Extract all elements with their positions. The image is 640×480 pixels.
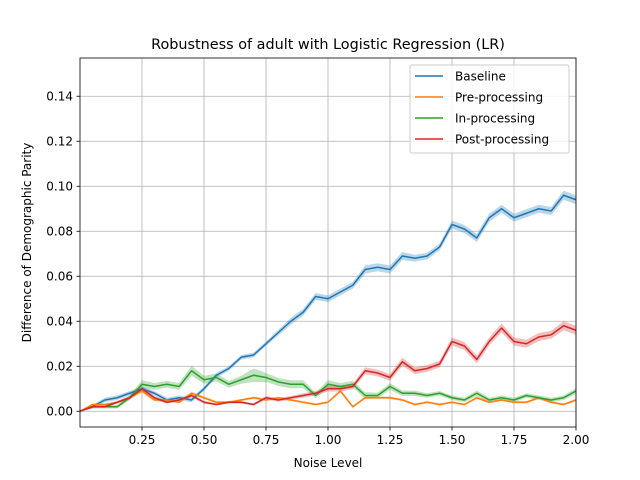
band-post-processing: [80, 321, 576, 412]
y-tick-label: 0.14: [46, 90, 73, 104]
y-tick-label: 0.00: [46, 405, 73, 419]
chart-title: Robustness of adult with Logistic Regres…: [151, 37, 505, 53]
legend-box: [409, 64, 570, 154]
y-tick-label: 0.06: [46, 270, 73, 284]
legend-label-pre-processing: Pre-processing: [455, 90, 543, 104]
x-axis-ticks: 0.25 0.50 0.75 1.00 1.25 1.50 1.75 2.00: [129, 427, 590, 447]
legend: Baseline Pre-processing In-processing Post-…: [409, 64, 570, 154]
y-axis-ticks: 0.00 0.02 0.04 0.06 0.08 0.10 0.12 0.14: [46, 90, 80, 419]
legend-label-in-processing: In-processing: [455, 111, 535, 125]
y-tick-label: 0.10: [46, 180, 73, 194]
legend-label-post-processing: Post-processing: [455, 132, 549, 146]
y-tick-label: 0.12: [46, 135, 73, 149]
legend-label-baseline: Baseline: [455, 69, 506, 83]
x-tick-label: 1.00: [315, 433, 342, 447]
x-tick-label: 1.75: [501, 433, 528, 447]
x-tick-label: 1.50: [439, 433, 466, 447]
series-lines: [79, 194, 577, 412]
line-baseline: [79, 194, 577, 412]
x-tick-label: 0.25: [129, 433, 156, 447]
y-tick-label: 0.02: [46, 360, 73, 374]
y-axis-label: Difference of Demographic Parity: [20, 143, 34, 343]
x-tick-label: 1.25: [377, 433, 404, 447]
y-tick-label: 0.08: [46, 225, 73, 239]
x-tick-label: 0.75: [253, 433, 280, 447]
line-in-processing: [79, 370, 577, 412]
y-tick-label: 0.04: [46, 315, 73, 329]
line-post-processing: [79, 325, 577, 412]
confidence-bands: [80, 190, 576, 412]
band-in-processing: [80, 365, 576, 412]
x-tick-label: 0.50: [191, 433, 218, 447]
band-baseline: [80, 190, 576, 412]
x-tick-label: 2.00: [563, 433, 590, 447]
x-axis-label: Noise Level: [294, 456, 363, 470]
